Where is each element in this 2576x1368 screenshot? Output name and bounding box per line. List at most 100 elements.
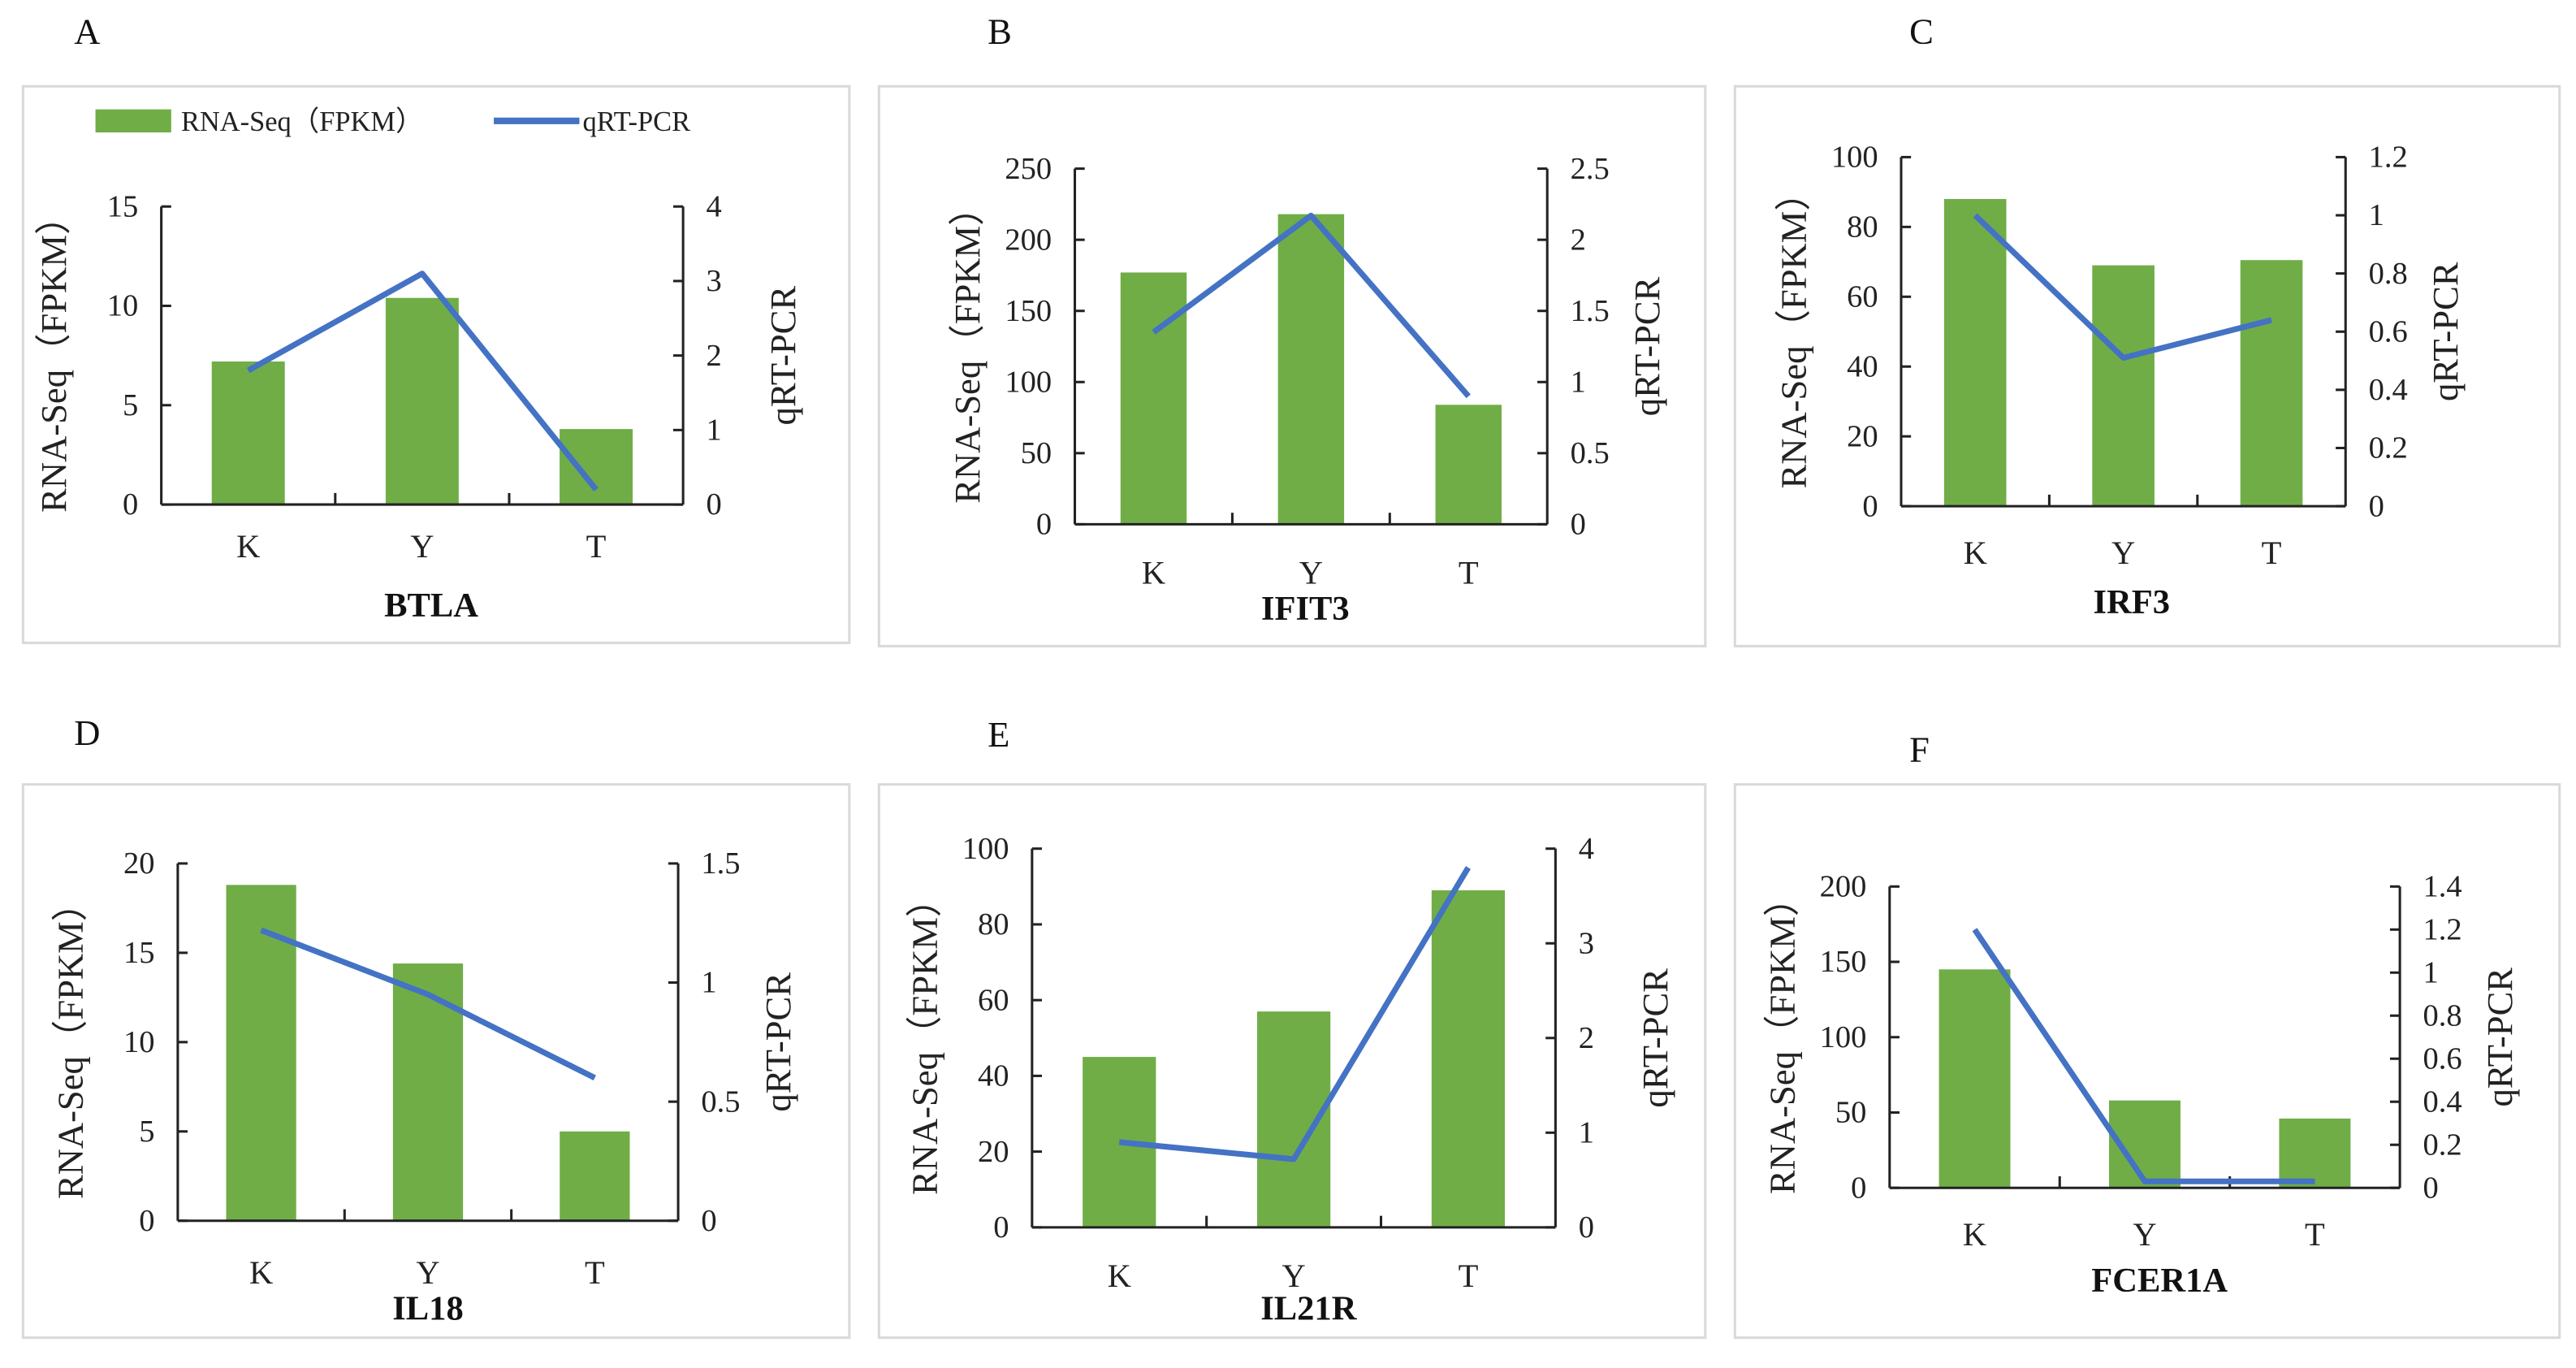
y-tick-label: 0: [139, 1204, 154, 1238]
x-tick-label: T: [586, 528, 607, 565]
y-tick-label: 40: [1847, 349, 1878, 383]
y2-tick-label: 0: [707, 487, 722, 522]
x-tick-label: T: [585, 1254, 605, 1291]
y-tick-label: 100: [962, 832, 1009, 866]
y-tick-label: 100: [1820, 1020, 1867, 1054]
x-tick-label: Y: [1299, 554, 1323, 591]
y2-tick-label: 0.8: [2423, 998, 2462, 1032]
legend: RNA-Seq（FPKM） qRT-PCR: [95, 106, 691, 137]
y-tick-label: 100: [1831, 141, 1878, 175]
y2-tick-label: 2: [1571, 223, 1586, 257]
y2-tick-label: 0.8: [2369, 257, 2408, 291]
y2-axis-label: qRT-PCR: [2479, 968, 2520, 1107]
bar-t: [1431, 890, 1506, 1227]
chart-panel-c: C 0 20 40 60 80 100 0 0.2 0.4 0.6 0.8 1 1.2 K Y T RNA-Seq…: [1733, 11, 2561, 647]
y-axis-label: RNA-Seq（FPKM）: [33, 198, 74, 512]
panel-label: C: [1909, 11, 1934, 52]
y2-tick-label: 1: [2369, 198, 2384, 232]
chart-panel-f: F 0 50 100 150 200 0 0.2 0.4 0.6 0.8 1 1.2 1.4 K Y T RNA-…: [1733, 729, 2561, 1340]
x-tick-label: T: [1459, 554, 1479, 591]
y2-tick-label: 1: [1571, 365, 1586, 399]
y2-tick-label: 0.2: [2423, 1128, 2462, 1162]
y2-axis-label: qRT-PCR: [1627, 276, 1667, 416]
y2-tick-label: 1.2: [2423, 912, 2462, 946]
y-tick-label: 80: [1847, 210, 1878, 245]
y2-tick-label: 0.6: [2369, 314, 2408, 348]
chart-panel-e: E 0 20 40 60 80 100 0 1 2 3 4 K Y T RNA-Seq（FPKM） qRT-PC…: [877, 714, 1707, 1340]
chart-panel-b: B 0 50 100 150 200 250 0 0.5 1 1.5 2 2.5 K Y T RNA-Seq（F…: [877, 11, 1707, 647]
panel-frame: [877, 84, 1707, 647]
y-tick-label: 200: [1005, 223, 1052, 257]
y-axis-label: RNA-Seq（FPKM）: [947, 189, 988, 503]
y2-tick-label: 3: [707, 264, 722, 298]
x-tick-label: Y: [2111, 535, 2135, 571]
y-tick-label: 50: [1021, 436, 1052, 470]
y-tick-label: 15: [107, 189, 139, 223]
y-tick-label: 20: [1847, 419, 1878, 453]
x-tick-label: K: [236, 528, 260, 565]
chart-title: IRF3: [2093, 583, 2170, 621]
y-tick-label: 5: [139, 1115, 154, 1149]
chart-panel-a: A 0 5 10 15 0 1 2 3 4 K Y T RNA-Seq（FPKM） qRT-PCR BTLA R…: [21, 11, 851, 644]
bar-t: [560, 1131, 630, 1221]
y2-axis-label: qRT-PCR: [2425, 262, 2466, 401]
y2-tick-label: 1: [2423, 955, 2439, 989]
y-tick-label: 150: [1005, 294, 1052, 328]
legend-label: qRT-PCR: [583, 106, 691, 137]
chart-title: BTLA: [384, 587, 478, 625]
y2-tick-label: 2.5: [1571, 152, 1610, 186]
y2-axis-label: qRT-PCR: [1635, 968, 1675, 1108]
y-tick-label: 5: [123, 388, 138, 422]
y-tick-label: 150: [1820, 945, 1867, 979]
bar-t: [560, 429, 633, 505]
y2-tick-label: 1.4: [2423, 869, 2462, 903]
legend-label: RNA-Seq（FPKM）: [181, 106, 424, 137]
x-tick-label: K: [1964, 535, 1987, 571]
y-axis-label: RNA-Seq（FPKM）: [904, 881, 944, 1195]
panel-label: D: [74, 712, 100, 753]
x-tick-label: T: [2262, 535, 2282, 571]
panel-frame: [877, 783, 1707, 1340]
y2-tick-label: 0.5: [701, 1084, 740, 1119]
y2-tick-label: 2: [1579, 1021, 1594, 1055]
y2-tick-label: 0.5: [1571, 436, 1610, 470]
y-tick-label: 0: [1851, 1171, 1866, 1205]
panel-frame: [21, 84, 851, 644]
panel-frame: [1733, 783, 2561, 1340]
x-tick-label: Y: [1282, 1258, 1305, 1294]
panel-label: F: [1909, 729, 1930, 769]
y2-tick-label: 1: [1579, 1115, 1594, 1149]
x-tick-label: T: [1459, 1258, 1479, 1294]
x-tick-label: Y: [410, 528, 434, 565]
y2-tick-label: 0: [701, 1204, 716, 1238]
y-tick-label: 40: [978, 1059, 1009, 1093]
bar-y: [392, 963, 464, 1221]
y2-tick-label: 1.5: [1571, 294, 1610, 328]
y-axis-label: RNA-Seq（FPKM）: [1761, 881, 1802, 1194]
y-tick-label: 60: [978, 983, 1009, 1017]
y2-tick-label: 3: [1579, 926, 1594, 960]
y2-axis-label: qRT-PCR: [763, 286, 803, 426]
y-tick-label: 250: [1005, 152, 1052, 186]
bar-t: [1435, 405, 1502, 525]
y-tick-label: 0: [123, 487, 138, 522]
bar-k: [1943, 198, 2007, 507]
y-tick-label: 80: [978, 907, 1009, 942]
y2-tick-label: 0.4: [2369, 373, 2408, 407]
bar-t: [2279, 1118, 2351, 1188]
y2-tick-label: 0: [1571, 508, 1586, 542]
y-axis-label: RNA-Seq（FPKM）: [1773, 175, 1813, 488]
bar-k: [226, 885, 296, 1221]
legend-swatch-bar: [95, 109, 171, 133]
panel-label: B: [988, 11, 1012, 52]
chart-title: IL21R: [1260, 1289, 1357, 1327]
y-tick-label: 200: [1820, 869, 1867, 903]
y-tick-label: 0: [1862, 489, 1878, 523]
y2-tick-label: 1: [707, 413, 722, 448]
x-tick-label: K: [1963, 1216, 1986, 1253]
y-axis-label: RNA-Seq（FPKM）: [50, 885, 90, 1199]
y-tick-label: 60: [1847, 279, 1878, 314]
y-tick-label: 0: [1036, 508, 1052, 542]
bar-y: [2092, 265, 2155, 507]
